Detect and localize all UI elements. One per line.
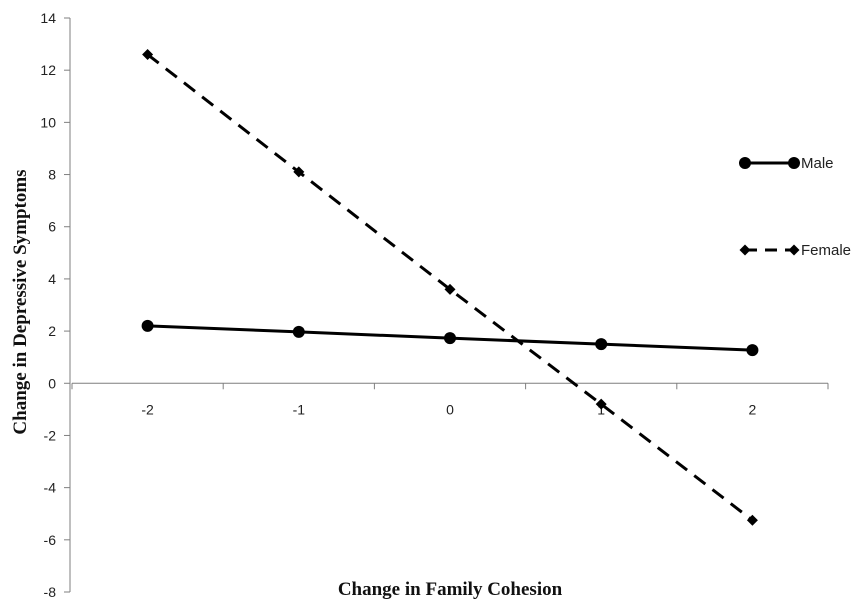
y-tick-label: 4 xyxy=(48,271,56,287)
x-tick-label: -1 xyxy=(293,401,306,417)
series-male xyxy=(141,319,759,357)
x-axis: -2-1012 xyxy=(71,382,829,417)
x-tick-label: 2 xyxy=(749,401,757,417)
y-tick-label: 10 xyxy=(40,114,56,130)
data-point-male xyxy=(444,332,456,345)
x-axis-title: Change in Family Cohesion xyxy=(338,579,563,600)
data-point-male xyxy=(746,344,759,357)
data-point-female xyxy=(142,49,154,61)
y-tick-label: 0 xyxy=(48,375,56,391)
legend-marker xyxy=(739,157,751,169)
y-tick-label: 2 xyxy=(48,323,56,339)
y-tick-label: 12 xyxy=(40,62,56,78)
legend: Male Female xyxy=(739,155,851,259)
legend-marker xyxy=(739,244,751,256)
y-tick-label: -6 xyxy=(44,532,57,548)
series-female xyxy=(142,49,758,526)
legend-marker xyxy=(788,244,800,256)
data-point-female xyxy=(293,166,305,178)
data-point-female xyxy=(444,283,456,295)
x-tick-label: -2 xyxy=(141,401,154,417)
y-tick-label: -2 xyxy=(44,427,57,443)
legend-item-male: Male xyxy=(739,155,834,172)
legend-label: Male xyxy=(801,155,834,172)
y-tick-label: 14 xyxy=(40,10,56,26)
data-point-female xyxy=(746,514,758,526)
data-point-female xyxy=(595,398,607,410)
y-tick-label: 8 xyxy=(48,167,56,183)
y-axis: 14 12 10 8 6 4 2 0 -2 -4 -6 -8 xyxy=(40,10,71,600)
data-point-male xyxy=(595,338,608,351)
legend-item-female: Female xyxy=(739,242,851,259)
series-line-female xyxy=(146,53,754,522)
series-layer xyxy=(141,49,759,526)
data-point-male xyxy=(141,319,154,332)
legend-label: Female xyxy=(801,242,851,259)
x-tick-label: 0 xyxy=(446,401,454,417)
data-point-male xyxy=(292,325,305,338)
y-tick-label: 6 xyxy=(48,219,56,235)
legend-marker xyxy=(788,157,800,169)
y-tick-label: -8 xyxy=(44,584,57,600)
y-axis-title: Change in Depressive Symptoms xyxy=(10,169,31,434)
y-tick-label: -4 xyxy=(44,480,57,496)
